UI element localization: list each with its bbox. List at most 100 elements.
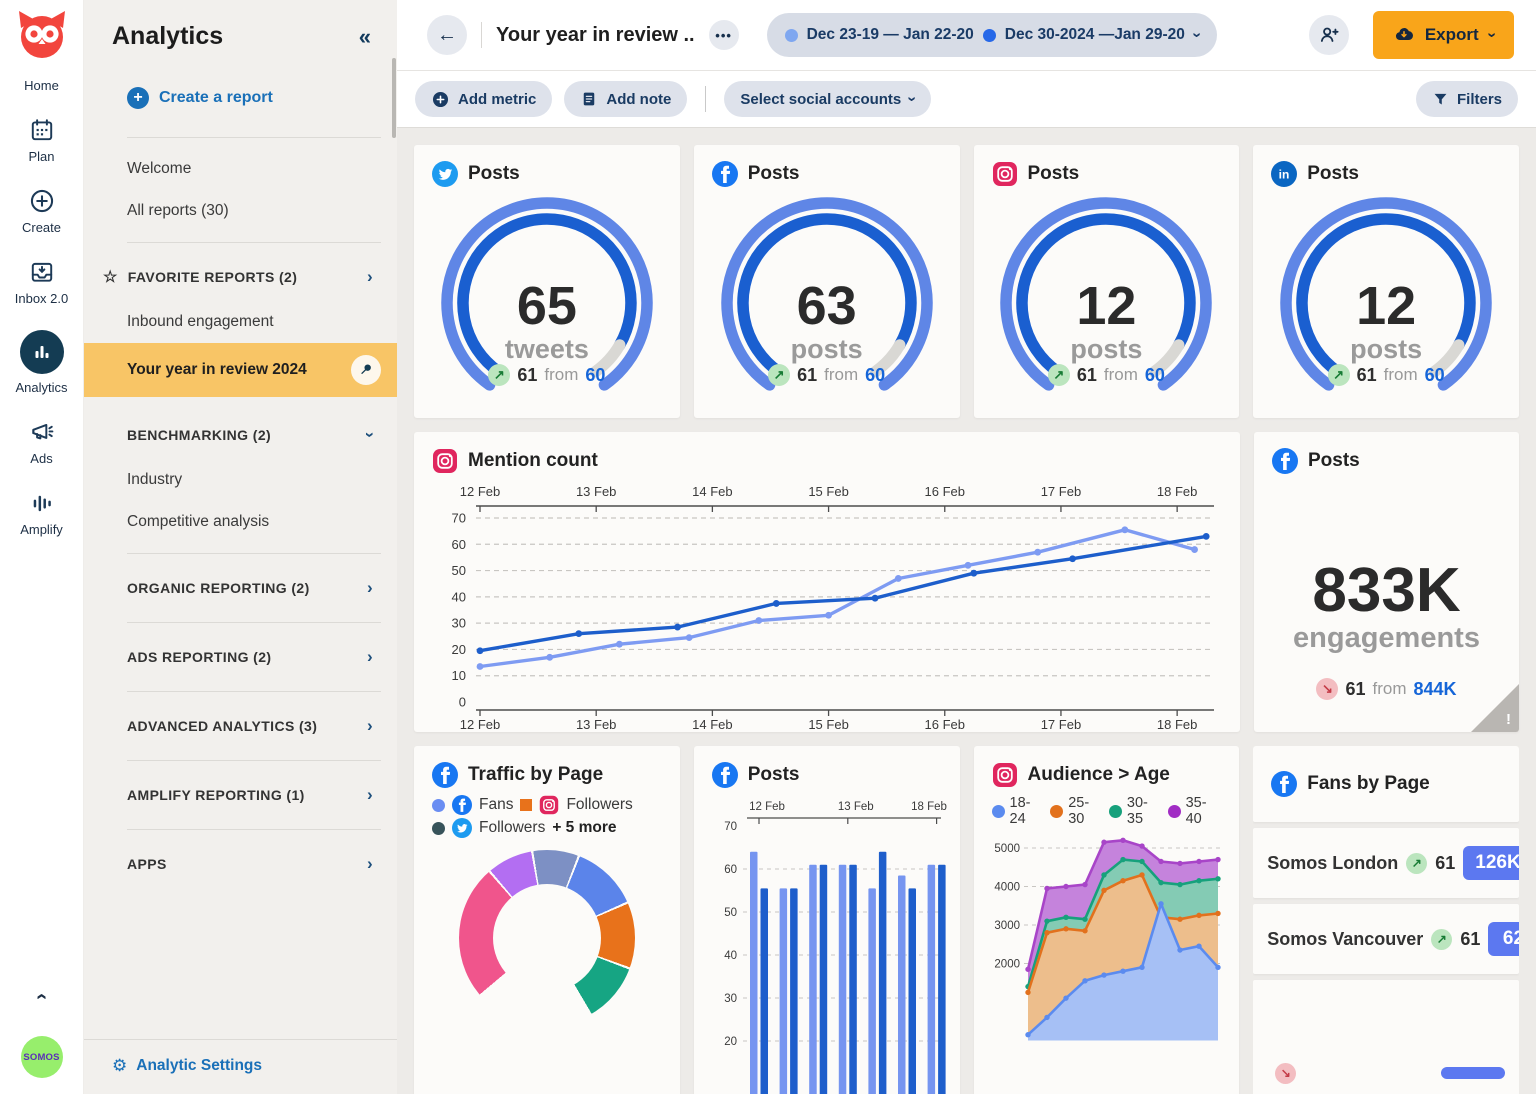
divider [127,137,381,138]
svg-text:60: 60 [452,537,466,552]
trend-down-icon: ↘ [1275,1062,1297,1084]
gauge-unit: posts [790,334,863,365]
rail-item-plan[interactable]: Plan [28,117,55,164]
donut-hole [492,884,601,992]
sidebar-scrollbar[interactable] [392,58,396,138]
sidebar-item-welcome[interactable]: Welcome [127,160,192,177]
create-report-button[interactable]: + Create a report [84,57,397,127]
delta-row: ↗ 61 from 60 [414,364,680,386]
svg-text:50: 50 [724,907,737,919]
instagram-posts-gauge-card[interactable]: Posts 12 posts ↗ [973,145,1240,418]
select-social-accounts-button[interactable]: Select social accounts › [724,81,931,117]
rail-item-home[interactable]: Home [24,78,59,93]
export-button[interactable]: Export › [1372,11,1514,59]
svg-text:30: 30 [724,993,737,1005]
linkedin-icon: in [1271,161,1298,187]
filter-funnel-icon [1434,93,1447,105]
trend-up-icon: ↗ [1431,928,1453,950]
analytics-bars-icon [19,330,64,374]
divider [127,829,381,830]
hootsuite-owl-logo[interactable] [13,8,71,62]
date-range-selector[interactable]: Dec 23-19 — Jan 22-20 Dec 30-2024 —Jan 2… [766,13,1218,57]
facebook-posts-gauge-card[interactable]: Posts 63 posts ↗ [693,145,960,418]
twitter-icon [432,161,458,187]
sidebar-item-inbound-engagement[interactable]: Inbound engagement [127,313,274,330]
svg-text:50: 50 [452,563,466,578]
back-arrow-icon: ← [437,23,457,46]
bottom-row: Traffic by Page Fans Followers Followers [414,746,1519,1094]
legend-dot [991,804,1005,818]
more-options-button[interactable]: ••• [708,20,739,50]
share-report-button[interactable] [1308,15,1349,55]
collapse-up-icon[interactable]: › [29,993,52,1000]
report-canvas: Posts 65 tweets ↗ [397,128,1536,1094]
plus-icon: + [127,87,149,109]
divider [481,22,482,48]
svg-text:13 Feb: 13 Feb [576,484,616,499]
rail-item-analytics[interactable]: Analytics [15,330,68,395]
facebook-icon [711,762,738,788]
sidebar-item-competitive-analysis[interactable]: Competitive analysis [127,513,270,530]
benchmarking-header[interactable]: BENCHMARKING (2) [84,411,397,459]
mention-count-card[interactable]: Mention count 0 10 20 30 40 50 60 70 12 Feb 12 Fe… [414,432,1240,732]
fans-row-partial[interactable]: ↘ [1253,980,1519,1094]
instagram-icon [432,448,458,474]
legend-dot [1108,804,1122,818]
chevron-down-icon: › [903,96,921,102]
trend-up-icon: ↗ [488,364,511,386]
facebook-posts-bar-card[interactable]: Posts 20 30 40 50 60 70 12 Feb 13 Feb 18 Feb [693,746,960,1094]
fans-card-header[interactable]: Fans by Page [1253,746,1519,822]
linkedin-posts-gauge-card[interactable]: in Posts 12 posts [1253,145,1519,418]
person-add-icon [1320,27,1339,42]
rail-item-inbox[interactable]: Inbox 2.0 [15,259,68,306]
analytic-settings-button[interactable]: ⚙ Analytic Settings [84,1039,397,1094]
card-title: Mention count [468,450,598,471]
gauge-chart: 12 posts [990,193,1222,418]
audience-age-card[interactable]: Audience > Age 18-24 25-30 30-35 35-40 5… [973,746,1240,1094]
owl-logo-graphic [18,11,65,58]
rail-item-amplify[interactable]: Amplify [20,490,63,537]
fans-count-badge: 126K [1463,846,1519,880]
advanced-analytics-header[interactable]: ADVANCED ANALYTICS (3) [84,702,397,750]
facebook-icon [1271,771,1298,797]
svg-text:14 Feb: 14 Feb [692,484,732,499]
posts-bar-chart: 20 30 40 50 60 70 12 Feb 13 Feb 18 Feb [724,801,947,1094]
audience-age-area-chart: 5000 4000 3000 2000 [995,837,1222,1041]
note-icon [584,92,595,106]
sidebar-item-year-in-review-active[interactable]: Your year in review 2024 [84,343,397,397]
traffic-by-page-card[interactable]: Traffic by Page Fans Followers Followers [414,746,680,1094]
ads-reporting-header[interactable]: ADS REPORTING (2) [84,633,397,681]
fans-row-somos-london[interactable]: Somos London ↗ 61 126K [1253,828,1519,898]
engagements-value: 833K [1312,556,1461,625]
back-button[interactable]: ← [427,15,467,55]
svg-text:30: 30 [452,616,466,631]
svg-text:15 Feb: 15 Feb [808,717,848,732]
warning-corner[interactable] [1471,684,1519,732]
org-avatar[interactable]: SOMOS [20,1036,63,1078]
pin-icon[interactable] [351,355,381,385]
sidebar-item-all-reports[interactable]: All reports (30) [127,202,229,219]
filters-button[interactable]: Filters [1415,81,1518,117]
facebook-engagements-card[interactable]: Posts 833K engagements ↘ 61 from 844K ! [1254,432,1519,732]
twitter-posts-gauge-card[interactable]: Posts 65 tweets ↗ [414,145,680,418]
analytics-sidebar: Analytics « + Create a report Welcome Al… [84,0,397,1094]
svg-text:13 Feb: 13 Feb [838,801,874,813]
engagements-unit: engagements [1293,622,1480,654]
delta-row: ↗ 61 from 60 [974,364,1240,386]
instagram-icon [540,795,559,815]
apps-header[interactable]: APPS [84,840,397,888]
divider [705,86,707,112]
organic-reporting-header[interactable]: ORGANIC REPORTING (2) [84,564,397,612]
divider [127,760,381,761]
gauge-chart: 65 tweets [431,193,663,418]
sidebar-collapse-icon[interactable]: « [358,23,371,49]
rail-item-ads[interactable]: Ads [29,419,55,466]
favorite-reports-header[interactable]: ☆ FAVORITE REPORTS (2) [84,253,397,301]
add-note-button[interactable]: Add note [564,81,688,117]
amplify-reporting-header[interactable]: AMPLIFY REPORTING (1) [84,771,397,819]
fans-row-somos-vancouver[interactable]: Somos Vancouver ↗ 61 62K [1253,904,1519,974]
gauge-chart: 63 posts [711,193,943,418]
add-metric-button[interactable]: Add metric [415,81,553,117]
rail-item-create[interactable]: Create [22,188,61,235]
sidebar-item-industry[interactable]: Industry [127,471,183,488]
